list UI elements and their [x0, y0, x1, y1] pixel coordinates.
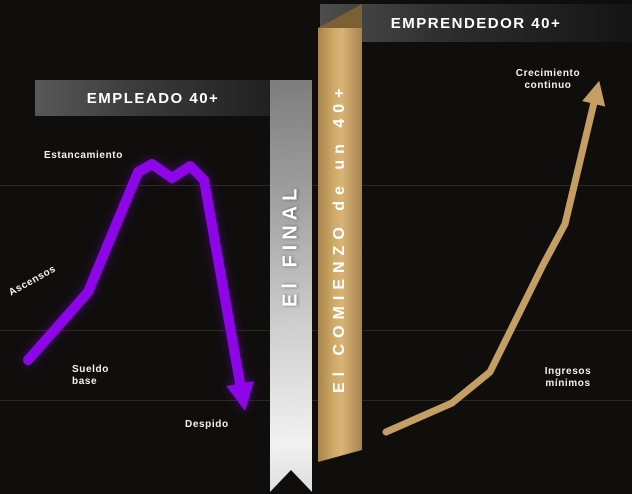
comienzo-ribbon-label: El COMIENZO de un 40+: [331, 82, 348, 394]
gridline: [0, 330, 632, 331]
gridline: [0, 400, 632, 401]
employee-banner-label: EMPLEADO 40+: [86, 89, 220, 107]
entrepreneur-banner: EMPRENDEDOR 40+: [320, 4, 632, 42]
final-ribbon-label: El FINAL: [279, 183, 302, 307]
employee-banner: EMPLEADO 40+: [35, 80, 297, 116]
employee-trajectory-line: [23, 159, 254, 412]
label-ingresos-line1: Ingresos: [544, 366, 592, 377]
comienzo-ribbon: [318, 28, 362, 462]
label-crecimiento-continuo: Crecimiento continuo: [505, 68, 591, 92]
label-crecimiento-line2: continuo: [524, 80, 572, 91]
label-sueldo-base: Sueldo base: [72, 364, 109, 388]
entrepreneur-trajectory-line: [382, 80, 606, 436]
label-crecimiento-line1: Crecimiento: [515, 68, 581, 79]
label-estancamiento: Estancamiento: [44, 150, 123, 161]
gridline: [0, 185, 632, 186]
final-ribbon: [270, 80, 312, 492]
label-despido: Despido: [185, 419, 229, 430]
label-ingresos-line2: mínimos: [545, 378, 591, 389]
entrepreneur-banner-label: EMPRENDEDOR 40+: [390, 14, 562, 32]
label-sueldo-line2: base: [72, 376, 98, 387]
label-ingresos-minimos: Ingresos mínimos: [532, 366, 604, 390]
label-sueldo-line1: Sueldo: [72, 364, 109, 375]
